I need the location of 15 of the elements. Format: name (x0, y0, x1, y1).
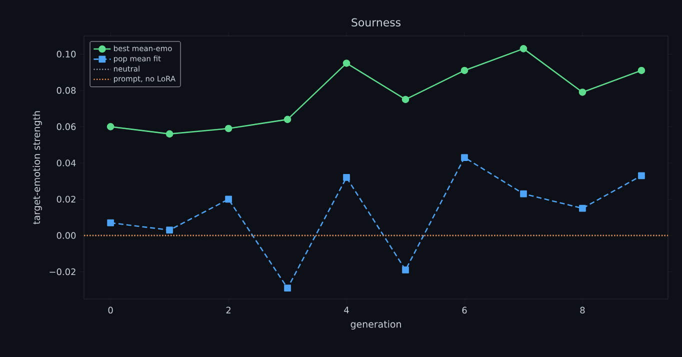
y-tick-label: −0.02 (50, 268, 76, 276)
y-tick-label: 0.08 (56, 87, 76, 94)
x-tick-label: 0 (108, 306, 113, 314)
x-tick-label: 8 (580, 306, 585, 314)
y-axis-title: target-emotion strength (32, 111, 42, 224)
x-tick-label: 4 (344, 306, 349, 314)
y-tick-label: 0.06 (56, 123, 76, 130)
y-tick-label: 0.10 (56, 50, 76, 58)
y-tick-label: 0.02 (56, 196, 76, 203)
chart-title: Sourness (352, 18, 400, 26)
x-tick-label: 6 (462, 306, 467, 314)
y-tick-label: 0.04 (56, 160, 76, 166)
x-axis-title: generation (350, 320, 401, 330)
y-tick-label: 0.00 (56, 232, 76, 239)
x-tick-label: 2 (226, 306, 230, 314)
